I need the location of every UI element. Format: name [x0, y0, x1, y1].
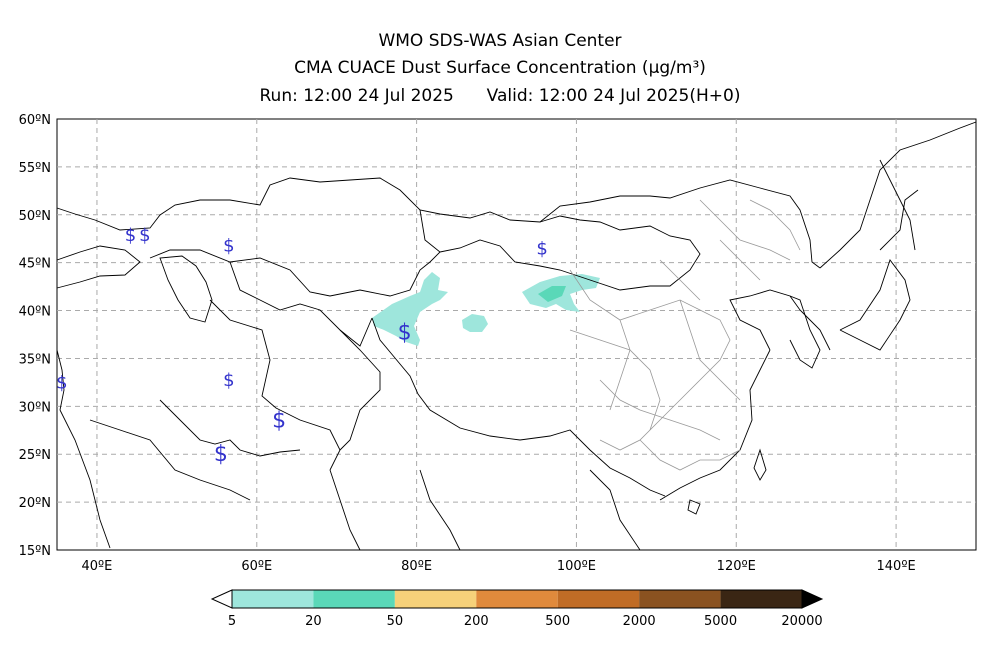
- map-subtitle: CMA CUACE Dust Surface Concentration (μg…: [294, 58, 706, 78]
- dust-area-gobi-core: [538, 286, 566, 302]
- lon-tick-label: 100ºE: [557, 559, 596, 574]
- taiwan-coast: [753, 448, 767, 481]
- map-gridlines: [57, 119, 976, 550]
- mediterranean-coast: [56, 349, 65, 411]
- lat-tick-label: 55ºN: [19, 161, 51, 176]
- colorbar-label: 5000: [704, 614, 738, 629]
- lat-tick-label: 50ºN: [19, 209, 51, 224]
- colorbar-high-arrow: [801, 589, 824, 609]
- run-valid-line: Run: 12:00 24 Jul 2025 Valid: 12:00 24 J…: [0, 86, 1000, 106]
- lat-tick-label: 25ºN: [19, 448, 51, 463]
- colorbar-low-arrow: [210, 589, 233, 609]
- lat-tick-label: 35ºN: [19, 352, 51, 367]
- arabian-peninsula-coast: [59, 409, 111, 549]
- valid-time: Valid: 12:00 24 Jul 2025(H+0): [486, 86, 741, 106]
- dust-area-taklamakan-east: [462, 314, 488, 332]
- dust-area-tarim-basin: [372, 272, 448, 346]
- dust-symbol: $: [56, 373, 67, 394]
- dust-symbol: $: [125, 225, 136, 246]
- province-borders: [569, 199, 801, 471]
- dust-symbol: $: [272, 408, 286, 433]
- arabia-interior-borders: [89, 419, 251, 501]
- colorbar-swatch: [232, 590, 314, 608]
- china-east-coast: [729, 289, 831, 351]
- lon-tick-label: 60ºE: [241, 559, 272, 574]
- russia-border: [56, 177, 821, 269]
- dust-symbol: $: [398, 320, 412, 345]
- iran-afghanistan-border: [209, 299, 341, 471]
- country-borders: [56, 121, 977, 551]
- dust-symbol: $: [223, 370, 234, 391]
- map-frame: [56, 118, 977, 551]
- colorbar-label: 2000: [622, 614, 656, 629]
- colorbar-swatch: [639, 590, 721, 608]
- colorbar-label: 20000: [781, 614, 823, 629]
- map-title: WMO SDS-WAS Asian Center: [378, 31, 622, 51]
- lat-tick-label: 15ºN: [19, 544, 51, 559]
- dust-symbol: $: [139, 225, 150, 246]
- central-asia-borders: [229, 261, 373, 347]
- colorbar: [210, 589, 824, 609]
- axis-ticks: 60ºN 55ºN 50ºN 45ºN 40ºN 35ºN 30ºN 25ºN 20ºN 15ºN…: [19, 113, 916, 574]
- colorbar-label: 5: [227, 614, 237, 629]
- colorbar-swatch: [557, 590, 640, 608]
- pakistan-india-border: [339, 329, 381, 451]
- lon-tick-label: 80ºE: [401, 559, 432, 574]
- mongolia-border: [439, 215, 701, 291]
- dust-symbol: $: [536, 239, 547, 260]
- colorbar-frame: [231, 589, 803, 609]
- kazakhstan-border: [149, 209, 441, 297]
- lon-tick-label: 40ºE: [82, 559, 113, 574]
- colorbar-swatches: [232, 590, 802, 608]
- lat-tick-label: 60ºN: [19, 113, 51, 128]
- caspian-sea: [159, 255, 213, 323]
- lat-tick-label: 20ºN: [19, 496, 51, 511]
- lon-tick-label: 120ºE: [717, 559, 756, 574]
- lat-tick-label: 30ºN: [19, 400, 51, 415]
- colorbar-label: 500: [545, 614, 571, 629]
- colorbar-swatch: [313, 590, 395, 608]
- japan-coast: [839, 189, 919, 351]
- run-time: Run: 12:00 24 Jul 2025: [259, 86, 454, 106]
- korea-coast: [789, 295, 821, 369]
- dust-areas: [372, 272, 600, 346]
- okhotsk-coast: [819, 121, 977, 269]
- lat-tick-label: 45ºN: [19, 257, 51, 272]
- india-coast: [329, 469, 461, 551]
- black-sea-coast: [56, 245, 141, 289]
- colorbar-swatch: [394, 590, 477, 608]
- sakhalin-coast: [879, 159, 916, 251]
- china-west-border: [371, 317, 666, 497]
- colorbar-swatch: [476, 590, 558, 608]
- dust-symbols: $ $$$$$$$$: [56, 225, 548, 467]
- dust-symbol: $: [214, 442, 228, 467]
- colorbar-label: 20: [305, 614, 322, 629]
- persian-gulf-coast: [159, 399, 301, 457]
- colorbar-label: 50: [386, 614, 404, 629]
- lat-tick-label: 40ºN: [19, 305, 51, 320]
- colorbar-swatch: [720, 590, 802, 608]
- lon-tick-label: 140ºE: [877, 559, 916, 574]
- colorbar-label: 200: [463, 614, 489, 629]
- hainan-coast: [687, 499, 701, 515]
- dust-symbol: $: [223, 236, 234, 257]
